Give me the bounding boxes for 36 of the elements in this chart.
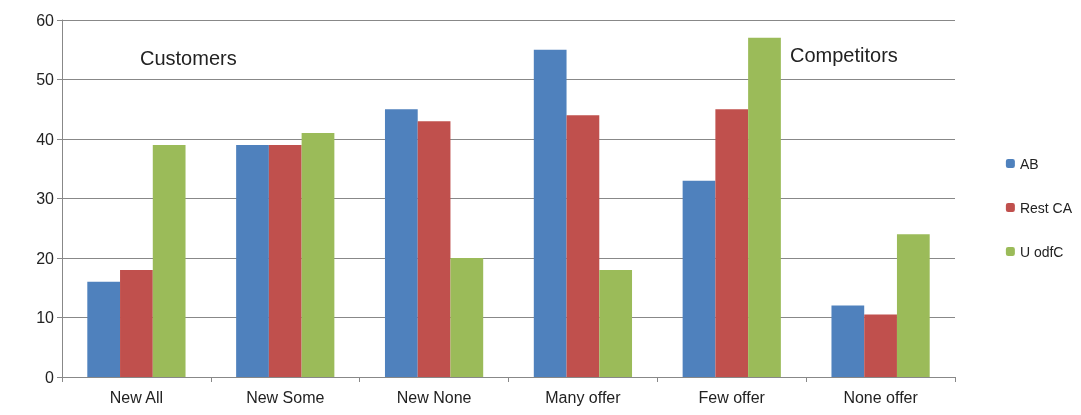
bar (87, 281, 121, 377)
bar (236, 144, 269, 377)
bar (384, 109, 418, 377)
bar (896, 234, 930, 377)
legend-label: U odfC (1019, 243, 1064, 260)
y-tick-label: 60 (36, 11, 55, 29)
bar (748, 37, 781, 377)
y-tick-label: 10 (36, 309, 55, 326)
y-tick-label: 50 (36, 71, 55, 88)
x-tick-label: New None (396, 388, 472, 406)
x-tick-label: New All (109, 388, 164, 406)
bar (152, 144, 186, 377)
x-tick-label: Many offer (545, 388, 622, 406)
x-tick-label: Few offer (698, 388, 766, 406)
y-tick-label: 0 (45, 368, 55, 386)
bar (120, 269, 153, 377)
bar (682, 180, 716, 377)
bar (599, 269, 633, 377)
x-tick-label: New Some (246, 388, 325, 406)
bar (864, 314, 897, 377)
bar (533, 49, 567, 377)
bar (417, 121, 451, 377)
y-tick-label: 30 (36, 190, 55, 207)
bar (301, 133, 335, 377)
bar (450, 258, 484, 377)
legend-label: Rest CA (1019, 199, 1073, 216)
annotation: Customers (140, 47, 237, 69)
bar (268, 144, 302, 377)
x-tick-label: None offer (843, 388, 919, 406)
bar (566, 115, 600, 377)
y-tick-label: 40 (36, 130, 55, 148)
bar (831, 305, 865, 377)
legend-label: AB (1019, 155, 1039, 172)
bar (715, 109, 749, 377)
annotation: Competitors (790, 44, 898, 66)
y-tick-label: 20 (36, 249, 55, 267)
